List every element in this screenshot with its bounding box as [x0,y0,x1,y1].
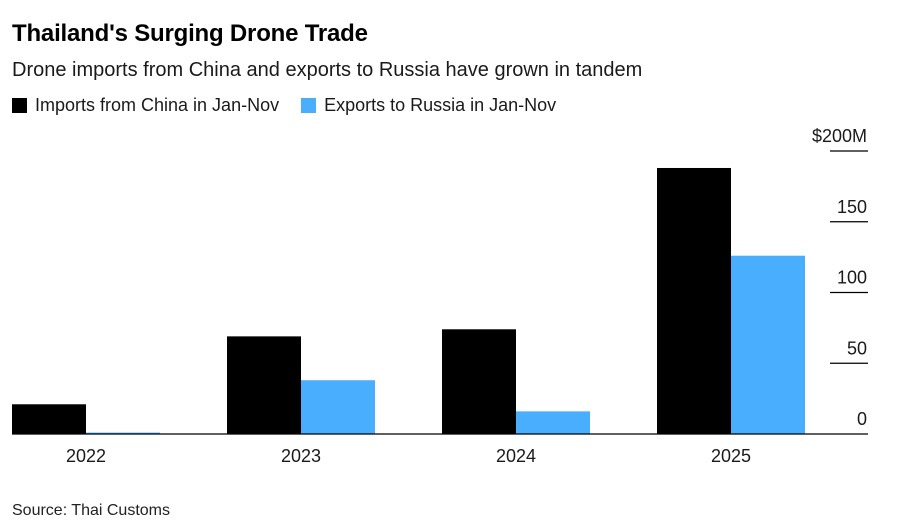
y-tick-label-3: 150 [837,197,867,217]
y-tick-label-0: 0 [857,409,867,429]
legend-item-exports: Exports to Russia in Jan-Nov [301,95,556,116]
x-tick-label-2022: 2022 [66,446,106,466]
chart-subtitle: Drone imports from China and exports to … [12,59,643,81]
y-tick-label-1: 50 [847,338,867,358]
legend: Imports from China in Jan-Nov Exports to… [12,95,578,116]
y-tick-label-4: $200M [812,126,867,146]
legend-item-imports: Imports from China in Jan-Nov [12,95,279,116]
bar-imports-2023 [227,336,301,434]
x-tick-label-2024: 2024 [496,446,536,466]
legend-label-exports: Exports to Russia in Jan-Nov [324,95,557,115]
bar-imports-2022 [12,404,86,434]
chart-title: Thailand's Surging Drone Trade [12,20,368,47]
bar-exports-2024 [516,411,590,434]
bar-imports-2024 [442,329,516,434]
bar-imports-2025 [657,167,731,435]
legend-swatch-imports [12,98,27,113]
source-note: Source: Thai Customs [12,502,170,519]
x-tick-label-2025: 2025 [711,446,751,466]
bar-exports-2022 [86,432,160,434]
x-tick-label-2023: 2023 [281,446,321,466]
y-tick-label-2: 100 [837,268,867,288]
bar-exports-2023 [301,380,375,434]
bar-exports-2025 [731,255,805,434]
legend-swatch-exports [301,98,317,113]
legend-label-imports: Imports from China in Jan-Nov [35,95,280,115]
